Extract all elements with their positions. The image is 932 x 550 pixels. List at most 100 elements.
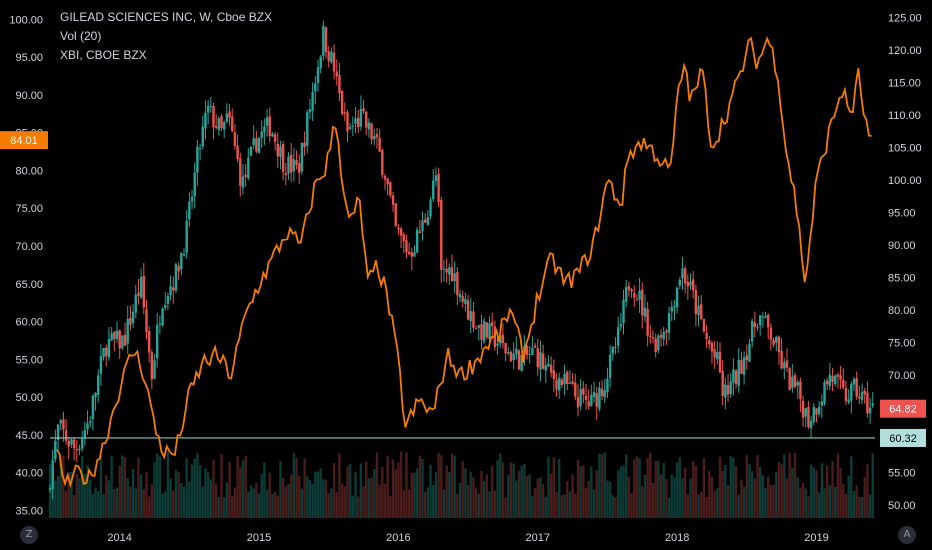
candle-body [332,52,336,72]
candle-body [169,286,172,296]
symbol-title[interactable]: GILEAD SCIENCES INC, W, Cboe BZX [60,10,273,24]
candle-body [324,27,328,53]
candle-body [667,313,671,333]
volume-bar [681,478,684,518]
candle-body [231,116,234,131]
candle-body [62,419,65,430]
volume-bar [346,466,349,518]
right-axis-tick-label: 80.00 [888,305,916,317]
candle-body [820,401,824,406]
volume-bar [828,485,832,518]
candle-body [748,343,751,362]
candle-body [236,145,239,160]
candle-body [134,294,137,313]
volume-bar [247,491,250,518]
volume-bar [528,474,531,518]
zoom-reset-button[interactable]: Z [20,526,38,544]
candle-body [788,368,791,390]
volume-bar [316,471,320,518]
volume-bar [708,471,711,518]
candle-body [196,146,199,173]
candle-body [51,459,54,489]
candle-body [675,287,679,308]
volume-bar [362,486,365,518]
auto-scale-button[interactable]: A [898,526,916,544]
candle-body [576,396,580,408]
candle-body [616,327,620,346]
candle-body [97,375,100,395]
candle-body [70,439,73,445]
volume-bar [517,471,521,518]
candle-body [783,362,786,369]
volume-bar [515,480,518,518]
candle-body [391,195,395,205]
volume-bar [257,493,261,518]
volume-bar [172,490,175,518]
volume-bar [276,495,279,518]
volume-bar [633,459,636,518]
candle-body [94,392,97,398]
candle-body [72,439,76,449]
volume-bar [281,477,285,518]
left-axis-tick-label: 45.00 [15,430,43,442]
candle-body [638,290,641,300]
candle-body [705,332,708,340]
candle-body [673,306,676,308]
volume-bar [410,472,413,518]
candle-body [335,71,338,77]
candle-body [118,330,121,349]
volume-bar [600,454,604,518]
volume-bar [442,489,446,518]
candle-body [740,360,743,374]
volume-bar [689,478,692,518]
volume-bar [619,466,623,518]
candle-body [448,267,451,275]
volume-bar [169,478,172,518]
volume-bar [764,488,767,518]
candle-body [445,268,448,273]
volume-bar [185,458,188,518]
candle-body [54,440,57,460]
candle-body [831,375,834,382]
candle-body [147,330,151,353]
candle-body [839,375,842,380]
volume-bar [659,474,663,518]
volume-bar [292,453,296,518]
volume-bar [525,475,529,518]
volume-bar [356,496,360,518]
volume-bar [646,457,649,518]
volume-bar [855,485,858,518]
candle-body [64,430,68,441]
candle-body [214,126,218,128]
candle-body [139,277,143,298]
volume-bar [319,468,322,518]
time-axis-tick-label: 2018 [665,532,689,544]
candle-body [531,347,534,355]
volume-bar [340,483,344,518]
volume-bar [844,493,848,518]
volume-bar [402,490,405,518]
candle-body [373,136,376,140]
volume-bar [641,486,644,518]
candle-body [729,381,732,395]
candle-body [177,266,180,272]
volume-bar [142,489,145,518]
candle-body [646,308,649,337]
volume-bar [150,484,154,518]
candle-body [603,390,606,398]
volume-bar [742,487,746,518]
candle-body [541,353,545,369]
candle-body [161,308,164,326]
volume-bar [228,461,231,518]
volume-bar [493,490,497,518]
candle-body [517,350,521,370]
volume-bars [48,451,874,518]
time-axis[interactable]: 2014 2015 2016 2017 2018 2019 [107,532,828,544]
volume-indicator-label[interactable]: Vol (20) [60,29,102,43]
candle-body [627,286,631,290]
compare-symbol-label[interactable]: XBI, CBOE BZX [60,48,147,62]
volume-bar [67,472,70,518]
candle-body [102,348,105,358]
candle-body [429,200,432,217]
